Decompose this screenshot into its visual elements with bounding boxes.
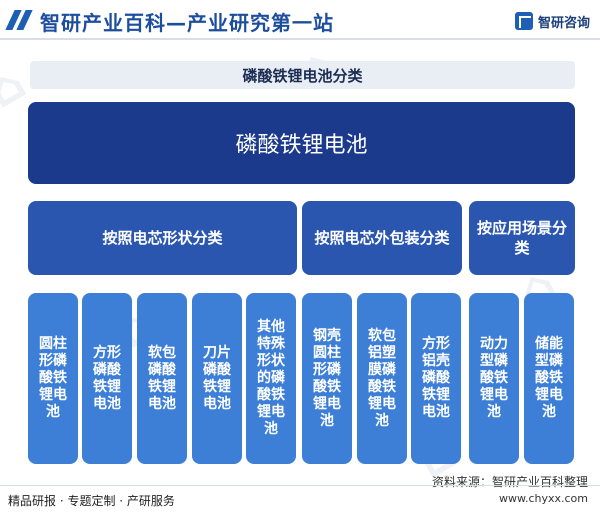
leaf-label: 钢壳圆柱形磷酸铁锂电池 [313, 327, 341, 429]
footer-tagline: 精品研报 · 专题定制 · 产研服务 [8, 494, 175, 508]
root-node: 磷酸铁锂电池 [28, 102, 575, 184]
leaf-label: 其他特殊形状的磷酸铁锂电池 [257, 319, 285, 437]
footer-url: www.chyxx.com [498, 492, 588, 505]
category-node-shape: 按照电芯形状分类 [28, 201, 297, 275]
leaf-node: 软包磷酸铁锂电池 [137, 293, 187, 464]
leaf-node: 软包铝塑膜磷酸铁锂电池 [357, 293, 407, 464]
leaf-node: 刀片磷酸铁锂电池 [192, 293, 242, 464]
leaf-label: 方形磷酸铁锂电池 [93, 344, 121, 412]
leaf-node: 圆柱形磷酸铁锂电池 [28, 293, 78, 464]
leaf-label: 软包铝塑膜磷酸铁锂电池 [368, 327, 396, 429]
category-node-packaging: 按照电芯外包装分类 [302, 201, 462, 275]
diagram-subtitle: 磷酸铁锂电池分类 [30, 61, 575, 89]
leaf-node: 其他特殊形状的磷酸铁锂电池 [246, 293, 296, 464]
leaf-node: 储能型磷酸铁锂电池 [524, 293, 574, 464]
leaf-label: 软包磷酸铁锂电池 [148, 344, 176, 412]
header-bar: 智研产业百科—产业研究第一站 智研咨询 [0, 0, 600, 40]
leaf-label: 刀片磷酸铁锂电池 [203, 344, 231, 412]
leaf-label: 储能型磷酸铁锂电池 [535, 336, 563, 420]
leaf-node: 方形铝壳磷酸铁锂电池 [411, 293, 461, 464]
brand: 智研咨询 [514, 11, 590, 31]
brand-name: 智研咨询 [537, 15, 590, 31]
leaf-label: 动力型磷酸铁锂电池 [480, 336, 508, 420]
category-node-application: 按应用场景分类 [469, 201, 575, 275]
leaf-node: 方形磷酸铁锂电池 [82, 293, 132, 464]
page-title: 智研产业百科—产业研究第一站 [40, 11, 334, 35]
footer-bar: 精品研报 · 专题定制 · 产研服务 www.chyxx.com [0, 485, 600, 515]
leaf-node: 钢壳圆柱形磷酸铁锂电池 [302, 293, 352, 464]
leaf-node: 动力型磷酸铁锂电池 [469, 293, 519, 464]
leaf-label: 圆柱形磷酸铁锂电池 [39, 336, 67, 420]
brand-logo-icon [514, 12, 533, 30]
header-stripes-icon [5, 10, 34, 30]
leaf-label: 方形铝壳磷酸铁锂电池 [422, 336, 450, 420]
